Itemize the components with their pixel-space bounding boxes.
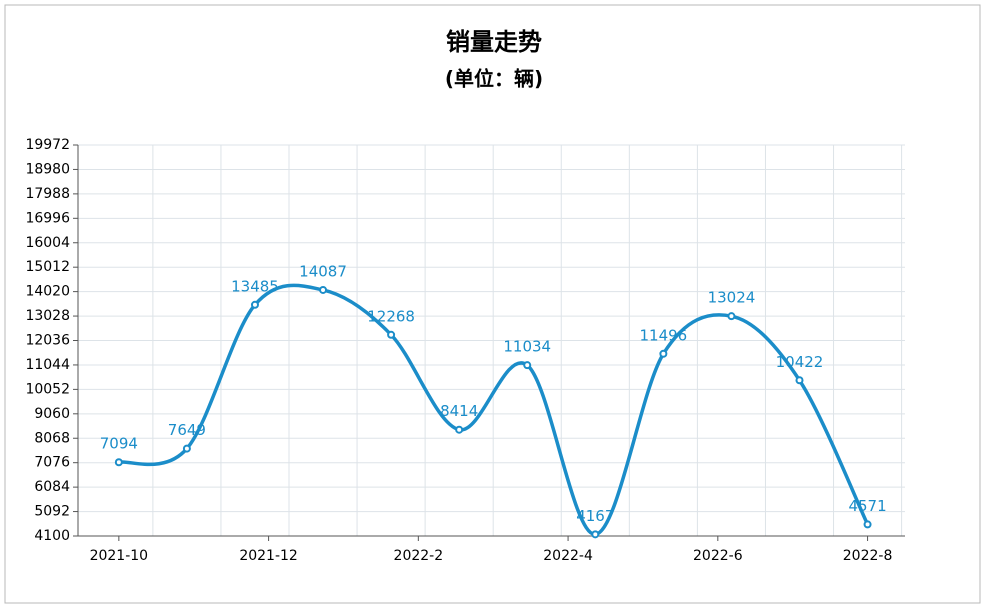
y-tick-label: 16996 xyxy=(25,210,70,226)
chart-title: 销量走势 xyxy=(446,28,542,56)
data-label: 13485 xyxy=(231,277,279,295)
point xyxy=(523,361,532,370)
data-label: 4167 xyxy=(576,507,614,525)
data-label: 13024 xyxy=(708,289,756,307)
y-tick-label: 13028 xyxy=(25,308,70,324)
x-tick-label: 2022-2 xyxy=(394,548,444,564)
y-tick-label: 11044 xyxy=(25,357,70,373)
data-label: 8414 xyxy=(440,402,478,420)
data-label: 10422 xyxy=(776,353,824,371)
data-label: 14087 xyxy=(299,262,347,280)
data-label: 7094 xyxy=(100,435,138,453)
point xyxy=(591,530,600,539)
y-tick-label: 18980 xyxy=(25,161,70,177)
y-tick-label: 17988 xyxy=(25,186,70,202)
chart-subtitle: (单位：辆) xyxy=(445,67,543,91)
chart-frame xyxy=(4,4,981,604)
point xyxy=(727,312,736,321)
y-tick-label: 6084 xyxy=(34,479,70,495)
y-tick-label: 12036 xyxy=(25,333,70,349)
y-tick-label: 16004 xyxy=(25,235,70,251)
y-tick-label: 9060 xyxy=(34,406,70,422)
point xyxy=(250,300,259,309)
y-tick-label: 5092 xyxy=(34,504,70,520)
data-label: 12268 xyxy=(367,307,415,325)
y-tick-label: 7076 xyxy=(34,455,70,471)
y-tick-label: 14020 xyxy=(25,284,70,300)
data-label: 11034 xyxy=(503,338,551,356)
point xyxy=(863,520,872,529)
data-label: 4571 xyxy=(848,497,886,515)
y-tick-label: 4100 xyxy=(34,528,70,544)
point xyxy=(795,376,804,385)
x-tick-label: 2021-12 xyxy=(239,548,298,564)
x-tick-label: 2022-6 xyxy=(693,548,743,564)
x-tick-label: 2022-4 xyxy=(543,548,593,564)
y-tick-label: 10052 xyxy=(25,381,70,397)
line-series xyxy=(118,283,870,537)
x-tick-label: 2022-8 xyxy=(843,548,893,564)
x-tick-label: 2021-10 xyxy=(90,548,149,564)
point xyxy=(659,349,668,358)
point xyxy=(319,285,328,294)
point xyxy=(455,425,464,434)
point xyxy=(114,458,123,467)
point xyxy=(387,330,396,339)
y-tick-label: 19972 xyxy=(25,137,70,153)
data-label: 11496 xyxy=(640,326,688,344)
data-label: 7649 xyxy=(168,421,206,439)
y-tick-label: 15012 xyxy=(25,259,70,275)
y-tick-label: 8068 xyxy=(34,430,70,446)
point xyxy=(182,444,191,453)
